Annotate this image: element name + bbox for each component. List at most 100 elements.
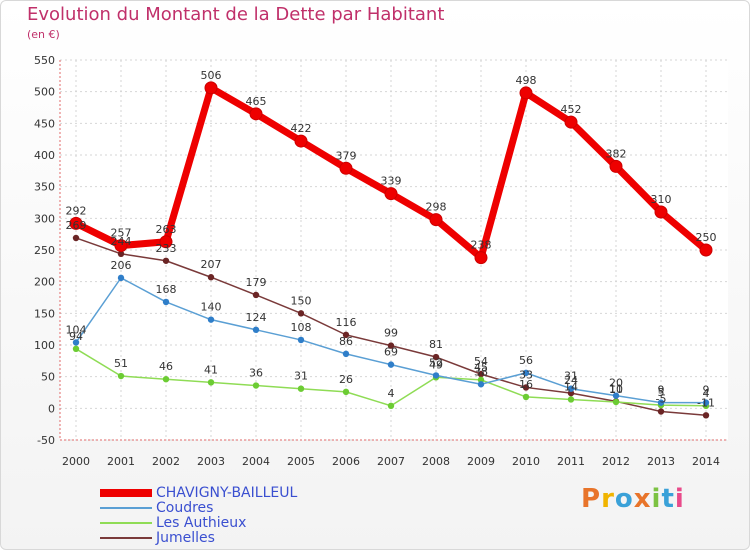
x-tick-label: 2013 (647, 455, 675, 468)
data-label: 31 (564, 370, 578, 383)
legend-item-jumelles[interactable]: Jumelles (100, 530, 297, 546)
y-tick-label: 100 (34, 339, 55, 352)
x-tick-label: 2001 (107, 455, 135, 468)
legend-swatch (100, 488, 152, 497)
data-label: 179 (246, 276, 267, 289)
data-label: 498 (516, 74, 537, 87)
data-label: 269 (66, 219, 87, 232)
legend-swatch (100, 536, 152, 539)
data-label: 94 (69, 330, 83, 343)
y-tick-label: 550 (34, 54, 55, 67)
proxiti-logo: Proxiti (581, 484, 685, 514)
data-point (204, 81, 218, 95)
data-point (297, 310, 305, 317)
logo-letter: P (581, 484, 602, 514)
x-tick-label: 2010 (512, 455, 540, 468)
data-label: 99 (384, 327, 398, 340)
data-label: 124 (246, 311, 267, 324)
legend-item-les-authieux[interactable]: Les Authieux (100, 514, 297, 531)
legend-item-chavigny-bailleul[interactable]: CHAVIGNY-BAILLEUL (100, 485, 297, 501)
x-tick-label: 2006 (332, 455, 360, 468)
data-point (477, 381, 485, 388)
data-point (162, 257, 170, 264)
data-label: 24 (564, 374, 578, 387)
data-point (72, 345, 80, 352)
data-point (474, 251, 488, 265)
data-point (612, 392, 620, 399)
legend-label: Les Authieux (156, 514, 247, 531)
data-label: 69 (384, 346, 398, 359)
data-label: 422 (291, 122, 312, 135)
x-tick-label: 2012 (602, 455, 630, 468)
data-label: 244 (111, 235, 132, 248)
data-point (564, 115, 578, 129)
data-point (567, 385, 575, 392)
data-label: 207 (201, 258, 222, 271)
data-point (432, 353, 440, 361)
data-label: 20 (609, 377, 623, 390)
data-label: 16 (519, 378, 533, 391)
legend-swatch (100, 506, 152, 509)
y-tick-label: 200 (34, 276, 55, 289)
data-label: 168 (156, 283, 177, 296)
data-point (252, 382, 260, 389)
data-point (294, 134, 308, 148)
legend-item-coudres[interactable]: Coudres (100, 499, 297, 516)
x-tick-label: 2002 (152, 455, 180, 468)
data-point (69, 216, 83, 230)
x-tick-label: 2008 (422, 455, 450, 468)
data-label: 150 (291, 294, 312, 307)
data-label: 452 (561, 103, 582, 116)
y-tick-label: 500 (34, 86, 55, 99)
chart-unit-label: (en €) (27, 28, 60, 41)
data-point (162, 298, 170, 306)
data-label: 250 (696, 231, 717, 244)
data-label: 233 (156, 242, 177, 255)
data-label: 54 (474, 355, 488, 368)
data-label: 33 (519, 368, 533, 381)
data-point (72, 234, 80, 242)
data-point (432, 372, 440, 379)
data-label: 46 (159, 360, 173, 373)
data-label: 38 (474, 365, 488, 378)
data-point (207, 274, 215, 281)
data-label: 116 (336, 316, 357, 329)
data-point (117, 372, 125, 380)
y-tick-label: -50 (37, 434, 55, 447)
y-tick-label: 250 (34, 244, 55, 257)
data-point (117, 250, 125, 257)
x-tick-label: 2007 (377, 455, 405, 468)
legend: CHAVIGNY-BAILLEUL Coudres Les Authieux J… (100, 485, 297, 546)
legend-label: Coudres (156, 499, 214, 516)
data-point (249, 107, 263, 121)
data-point (162, 376, 170, 383)
data-point (252, 326, 260, 333)
data-point (342, 331, 350, 339)
y-tick-label: 450 (34, 117, 55, 130)
data-label: 310 (651, 193, 672, 206)
y-tick-label: 50 (41, 371, 55, 384)
data-label: 81 (429, 338, 443, 351)
data-point (387, 342, 395, 349)
data-point (339, 161, 353, 175)
logo-letter: i (674, 484, 685, 514)
x-tick-label: 2003 (197, 455, 225, 468)
data-point (699, 243, 713, 257)
data-point (252, 291, 260, 299)
data-label: 86 (339, 335, 353, 348)
x-tick-label: 2005 (287, 455, 315, 468)
data-point (117, 274, 125, 282)
data-label: 36 (249, 367, 263, 380)
data-label: 51 (114, 357, 128, 370)
data-label: 108 (291, 321, 312, 334)
x-tick-label: 2000 (62, 455, 90, 468)
data-label: 263 (156, 223, 177, 236)
data-label: 41 (204, 363, 218, 376)
data-label: 206 (111, 259, 132, 272)
data-point (657, 399, 665, 406)
data-label: 238 (471, 239, 492, 252)
data-label: 298 (426, 201, 447, 214)
data-point (567, 396, 575, 403)
data-point (522, 393, 530, 401)
